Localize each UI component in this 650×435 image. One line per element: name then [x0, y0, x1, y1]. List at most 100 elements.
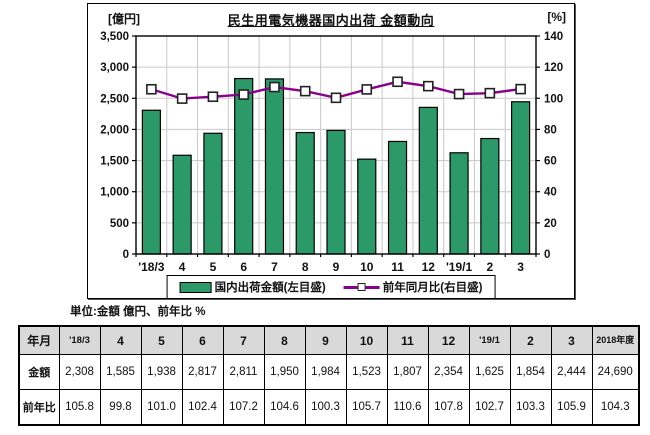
- legend-item-bar: 国内出荷金額(左目盛): [179, 279, 326, 295]
- header-cell: 7: [222, 325, 265, 355]
- value-cell: 104.3: [591, 389, 640, 426]
- marker-10: [361, 84, 373, 95]
- x-axis-category-label: 9: [333, 260, 340, 274]
- value-cell: 105.9: [550, 389, 593, 426]
- row-label: 前年比: [18, 389, 60, 426]
- header-cell: 9: [304, 325, 347, 355]
- marker-12: [423, 80, 434, 92]
- value-cell: 2,308: [58, 354, 101, 390]
- bar-11: [387, 140, 408, 255]
- line-marker-swatch-icon: [343, 282, 380, 293]
- value-cell: 102.7: [468, 389, 511, 426]
- header-cell: 2018年度: [591, 325, 640, 355]
- value-cell: 105.7: [345, 389, 388, 426]
- value-cell: 1,938: [140, 354, 183, 390]
- marker-2: [484, 87, 496, 99]
- left-axis-tick-label: 3,500: [100, 31, 129, 43]
- x-axis-category-label: 12: [422, 260, 436, 274]
- bar-10: [357, 158, 377, 255]
- header-cell: 12: [427, 325, 470, 355]
- value-cell: 104.6: [263, 389, 306, 426]
- value-cell: 2,354: [427, 354, 470, 390]
- x-axis-category-label: 11: [391, 260, 404, 274]
- left-axis-tick-label: 3,000: [100, 62, 129, 74]
- value-cell: 107.8: [427, 389, 470, 426]
- left-axis-tick-label: 1,000: [100, 187, 129, 199]
- value-cell: 1,807: [386, 354, 429, 390]
- x-axis-category-label: 8: [302, 260, 309, 274]
- chart-svg: 0 500 1,000 1,500 2,000 2,500 3,000 3,500 0 20 40 6…: [100, 31, 563, 274]
- value-cell: 1,523: [345, 354, 388, 390]
- bar-9: [326, 129, 346, 255]
- right-axis-tick-label: 120: [544, 62, 563, 74]
- header-cell: 5: [140, 325, 183, 355]
- value-cell: 107.2: [222, 389, 265, 426]
- chart-panel: 0 500 1,000 1,500 2,000 2,500 3,000 3,500 0 20 40 6…: [87, 3, 575, 299]
- table-unit-note: 単位:金額 億円、前年比 %: [70, 306, 206, 318]
- value-cell: 100.3: [304, 389, 347, 426]
- row-label: 金額: [18, 354, 60, 390]
- marker-6: [238, 89, 249, 100]
- x-axis-category-label: '19/1: [446, 260, 473, 274]
- marker-3: [515, 83, 526, 95]
- x-axis-category-label: 5: [210, 260, 217, 274]
- x-axis-category-label: 7: [271, 260, 278, 274]
- bar-7: [264, 78, 285, 255]
- table-head: 年月 '18/3 4 5 6 7 8 9 10 11 12'19/1 2 3 2018年度: [18, 325, 640, 355]
- right-axis-tick-label: 60: [544, 156, 557, 168]
- value-cell: 1,625: [468, 354, 511, 390]
- bar-2: [480, 137, 500, 255]
- value-cell: 1,950: [263, 354, 306, 390]
- marker-11: [392, 76, 403, 88]
- header-cell: 10: [345, 325, 388, 355]
- left-axis-tick-label: 2,500: [100, 93, 129, 105]
- bar-5: [203, 132, 223, 255]
- header-cell: 年月: [18, 325, 60, 355]
- marker-'18/3: [146, 83, 157, 95]
- x-axis-category-label: 4: [179, 260, 186, 274]
- right-axis-tick-label: 40: [544, 187, 557, 199]
- header-cell: 6: [181, 325, 224, 355]
- value-cell: 1,984: [304, 354, 347, 390]
- header-cell: 3: [550, 325, 593, 355]
- value-cell: 103.3: [509, 389, 552, 426]
- bar-swatch-icon: [179, 281, 212, 293]
- left-axis-tick-label: 1,500: [100, 156, 129, 168]
- right-axis-tick-label: 80: [544, 124, 557, 136]
- value-cell: 101.0: [140, 389, 183, 426]
- bar-'19/1: [449, 152, 469, 255]
- left-axis-tick-label: 500: [110, 218, 129, 230]
- left-axis-tick-label: 0: [123, 249, 129, 261]
- table-row: 前年比 105.8 99.8 101.0 102.4 107.2 104.6 100.3 105…: [18, 389, 640, 426]
- value-cell: 110.6: [386, 389, 429, 426]
- marker-9: [330, 92, 342, 104]
- bar-6: [234, 77, 254, 255]
- value-cell: 2,811: [222, 354, 265, 390]
- value-cell: 24,690: [591, 354, 640, 390]
- header-cell: 11: [386, 325, 429, 355]
- right-axis-tick-label: 20: [544, 218, 557, 230]
- marker-7: [269, 81, 280, 93]
- right-axis-tick-label: 0: [544, 249, 550, 261]
- value-cell: 102.4: [181, 389, 224, 426]
- right-axis-tick-label: 100: [544, 93, 563, 105]
- legend-bar-label: 国内出荷金額(左目盛): [214, 282, 326, 294]
- value-cell: 1,585: [99, 354, 142, 390]
- marker-'19/1: [453, 88, 465, 100]
- left-axis-tick-label: 2,000: [100, 124, 129, 136]
- legend-line-label: 前年同月比(右目盛): [382, 282, 483, 294]
- right-axis-tick-label: 140: [544, 31, 563, 43]
- header-cell: '19/1: [468, 325, 511, 355]
- header-cell: 8: [263, 325, 306, 355]
- header-cell: 2: [509, 325, 552, 355]
- legend-item-line: 前年同月比(右目盛): [343, 279, 483, 295]
- chart-title: 民生用電気機器国内出荷 金額動向: [227, 13, 435, 28]
- table-row: 金額 2,308 1,585 1,938 2,817 2,811 1,950 1,984 1,5…: [18, 354, 640, 390]
- x-axis-category-label: '18/3: [138, 260, 165, 274]
- bar-'18/3: [141, 109, 161, 255]
- plot-border: [135, 35, 537, 255]
- marker-4: [176, 93, 188, 104]
- x-axis-category-label: 10: [360, 260, 374, 274]
- x-axis-category-label: 3: [517, 260, 524, 274]
